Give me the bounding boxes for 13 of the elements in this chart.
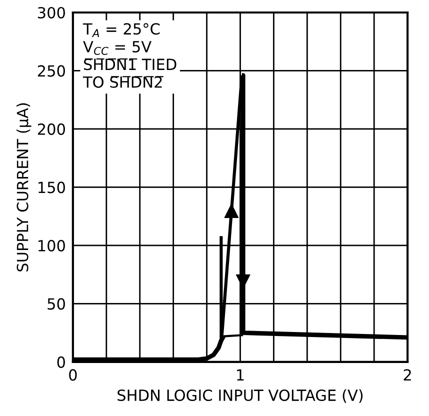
y-tick-label: 0 xyxy=(57,356,65,368)
x-tick-label: 0 xyxy=(69,369,77,381)
y-tick-label: 200 xyxy=(38,123,65,135)
y-tick-label: 100 xyxy=(38,240,65,252)
y-tick-label: 50 xyxy=(48,298,65,310)
x-axis-title: SHDN LOGIC INPUT VOLTAGE (V) xyxy=(118,389,363,403)
x-tick-label: 2 xyxy=(404,369,411,380)
y-tick-label: 300 xyxy=(38,6,65,18)
y-tick-label: 250 xyxy=(38,65,65,77)
y-tick-label: 150 xyxy=(38,182,65,194)
y-axis-title: SUPPLY CURRENT (µA) xyxy=(16,103,32,272)
x-tick-label: 1 xyxy=(237,369,244,380)
annotation: T$_{A}$ = 25°C V$_{CC}$ = 5V S̅H̅D̅N̅1̅ TIED TO S̅H̅D̅N̅2̅ xyxy=(82,23,176,88)
